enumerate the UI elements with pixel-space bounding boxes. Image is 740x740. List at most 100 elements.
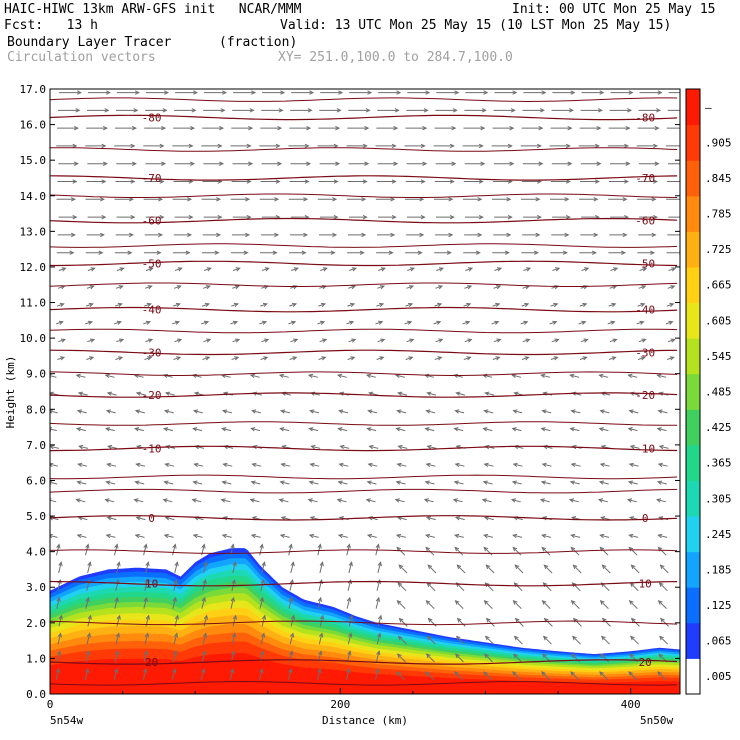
vector-arrow bbox=[456, 564, 466, 574]
vector-arrow bbox=[366, 499, 376, 503]
y-axis: 0.0 1.0 2.0 3.0 4.0 5.0 6.0 7.0 8.0 9.0 10.0 11.0 12… bbox=[20, 83, 680, 701]
vector-arrow bbox=[87, 562, 91, 574]
colorbar-swatch bbox=[686, 444, 700, 481]
colorbar-label: .245 bbox=[705, 528, 732, 541]
vector-arrowhead bbox=[162, 108, 168, 113]
vector-arrowhead bbox=[232, 561, 237, 567]
vector-arrow bbox=[259, 544, 263, 556]
vector-arrow bbox=[50, 499, 57, 503]
vector-arrowhead bbox=[482, 480, 488, 485]
vector-arrow bbox=[192, 499, 202, 503]
vector-arrowhead bbox=[466, 356, 472, 361]
vector-arrow bbox=[174, 267, 182, 271]
vector-arrowhead bbox=[390, 197, 396, 202]
vector-arrowhead bbox=[366, 533, 373, 539]
vector-arrow bbox=[58, 267, 66, 271]
vector-arrowhead bbox=[128, 232, 134, 238]
vector-arrowhead bbox=[203, 561, 208, 567]
contour-label: -10 bbox=[635, 442, 655, 455]
vector-arrowhead bbox=[682, 180, 686, 184]
vector-arrowhead bbox=[61, 267, 67, 272]
contour-label: 20 bbox=[145, 656, 158, 669]
vector-arrow bbox=[629, 410, 639, 414]
vector-arrow bbox=[232, 267, 240, 271]
vector-arrowhead bbox=[101, 214, 107, 220]
vector-arrowhead bbox=[572, 564, 578, 570]
contour-label: -80 bbox=[142, 112, 162, 125]
vector-arrow bbox=[428, 618, 437, 627]
vector-arrowhead bbox=[161, 161, 167, 166]
x-start-location: 5n54w bbox=[50, 714, 83, 727]
vector-arrowhead bbox=[598, 427, 604, 432]
vector-arrowhead bbox=[495, 302, 501, 308]
vector-arrow bbox=[657, 374, 667, 378]
vector-arrow bbox=[222, 534, 232, 538]
vector-arrow bbox=[261, 339, 269, 343]
vector-arrowhead bbox=[367, 90, 373, 95]
vector-arrow bbox=[465, 267, 473, 271]
vector-arrowhead bbox=[335, 125, 341, 131]
vector-arrowhead bbox=[485, 617, 491, 623]
vector-arrowhead bbox=[159, 179, 165, 184]
vector-arrowhead bbox=[626, 498, 633, 503]
vector-arrowhead bbox=[114, 596, 119, 602]
vector-arrowhead bbox=[627, 373, 633, 378]
vector-arrowhead bbox=[172, 650, 178, 656]
vector-arrowhead bbox=[628, 409, 634, 414]
vector-arrowhead bbox=[78, 444, 84, 450]
vector-arrowhead bbox=[75, 108, 81, 113]
vector-arrow bbox=[232, 615, 237, 627]
y-tick-label: 3.0 bbox=[26, 581, 46, 594]
vector-arrow bbox=[523, 267, 531, 271]
vector-arrowhead bbox=[131, 161, 137, 166]
vector-arrowhead bbox=[159, 214, 165, 220]
vector-arrow bbox=[143, 597, 147, 609]
vector-arrowhead bbox=[600, 653, 605, 659]
vector-arrowhead bbox=[456, 564, 462, 570]
vector-arrow bbox=[660, 618, 669, 627]
vector-arrow bbox=[551, 339, 559, 343]
vector-arrow bbox=[251, 534, 261, 538]
vector-arrowhead bbox=[134, 409, 141, 414]
vector-arrow bbox=[165, 516, 175, 521]
temperature-contour bbox=[50, 306, 678, 313]
vector-arrow bbox=[317, 597, 322, 609]
vector-arrowhead bbox=[670, 285, 676, 290]
vector-arrowhead bbox=[193, 462, 199, 467]
vector-arrowhead bbox=[511, 427, 517, 432]
vector-arrowhead bbox=[454, 671, 459, 676]
vector-arrowhead bbox=[681, 233, 685, 237]
vector-arrowhead bbox=[164, 391, 171, 396]
vector-arrowhead bbox=[337, 533, 344, 539]
vector-arrowhead bbox=[348, 614, 354, 620]
vector-arrowhead bbox=[338, 409, 344, 414]
vector-arrowhead bbox=[70, 232, 76, 238]
vector-arrow bbox=[85, 303, 93, 307]
vector-arrow bbox=[628, 481, 638, 485]
vector-arrowhead bbox=[484, 444, 490, 450]
vector-arrowhead bbox=[364, 161, 370, 166]
vector-arrow bbox=[85, 651, 90, 663]
vector-arrow bbox=[346, 651, 351, 663]
vector-arrow bbox=[194, 392, 204, 396]
vector-arrowhead bbox=[105, 480, 111, 485]
vector-arrow bbox=[194, 463, 204, 467]
vector-arrowhead bbox=[309, 462, 315, 467]
vector-arrowhead bbox=[279, 480, 285, 485]
vector-arrowhead bbox=[483, 671, 488, 676]
vector-arrowhead bbox=[507, 143, 513, 149]
vector-arrowhead bbox=[306, 161, 312, 166]
vector-arrow bbox=[50, 428, 57, 432]
vector-arrow bbox=[425, 671, 434, 681]
vector-arrowhead bbox=[130, 143, 136, 149]
vector-arrowhead bbox=[596, 125, 602, 131]
vector-arrow bbox=[659, 636, 669, 645]
vector-arrow bbox=[542, 534, 552, 538]
vector-arrowhead bbox=[654, 125, 660, 131]
vector-arrowhead bbox=[391, 143, 397, 149]
temperature-contour bbox=[50, 580, 678, 587]
colorbar-swatch bbox=[686, 338, 700, 375]
vector-arrowhead bbox=[629, 635, 635, 641]
vector-arrowhead bbox=[259, 543, 264, 549]
vector-arrow bbox=[572, 636, 581, 645]
